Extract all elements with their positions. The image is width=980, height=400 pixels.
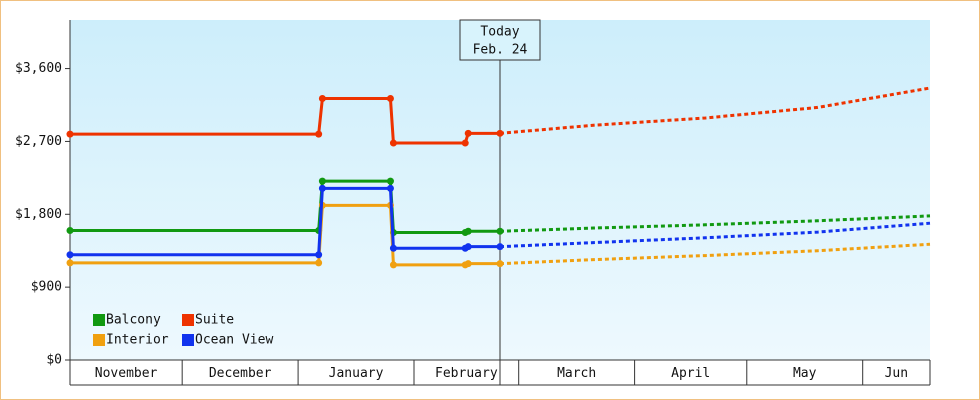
y-tick-label: $900	[31, 280, 62, 295]
legend-label: Interior	[106, 333, 169, 348]
point	[496, 227, 504, 235]
point	[464, 227, 472, 235]
point	[318, 177, 326, 185]
legend-swatch	[93, 314, 105, 326]
forecast-line	[499, 242, 931, 266]
x-tick-label: April	[671, 366, 710, 381]
x-tick-label: March	[557, 366, 596, 381]
point	[389, 244, 397, 252]
point	[496, 260, 504, 268]
legend-label: Balcony	[106, 313, 161, 328]
legend-label: Ocean View	[195, 333, 273, 348]
y-tick-label: $2,700	[15, 134, 62, 149]
point	[464, 129, 472, 137]
point	[66, 226, 74, 234]
point	[389, 139, 397, 147]
point	[66, 130, 74, 138]
x-tick-label: November	[95, 366, 158, 381]
y-tick-label: $3,600	[15, 61, 62, 76]
legend-swatch	[182, 334, 194, 346]
point	[315, 259, 323, 267]
point	[318, 95, 326, 103]
point	[464, 260, 472, 268]
point	[496, 129, 504, 137]
today-label: Today	[480, 25, 519, 40]
point	[386, 177, 394, 185]
x-tick-label: February	[435, 366, 498, 381]
point	[315, 251, 323, 259]
legend-label: Suite	[195, 313, 234, 328]
point	[318, 184, 326, 192]
forecast-line	[499, 221, 931, 249]
y-tick-label: $0	[46, 353, 62, 368]
point	[386, 95, 394, 103]
point	[315, 130, 323, 138]
point	[461, 139, 469, 147]
point	[66, 251, 74, 259]
legend-swatch	[93, 334, 105, 346]
x-tick-label: Jun	[885, 366, 908, 381]
x-tick-label: May	[793, 366, 817, 381]
point	[386, 184, 394, 192]
today-box	[459, 19, 541, 61]
point	[389, 261, 397, 269]
point	[66, 259, 74, 267]
x-tick-label: December	[209, 366, 272, 381]
forecast-line	[499, 86, 931, 135]
point	[464, 243, 472, 251]
legend-swatch	[182, 314, 194, 326]
x-tick-label: January	[329, 366, 384, 381]
y-tick-label: $1,800	[15, 207, 62, 222]
today-date: Feb. 24	[473, 43, 528, 58]
forecast-line	[499, 214, 931, 233]
point	[496, 243, 504, 251]
